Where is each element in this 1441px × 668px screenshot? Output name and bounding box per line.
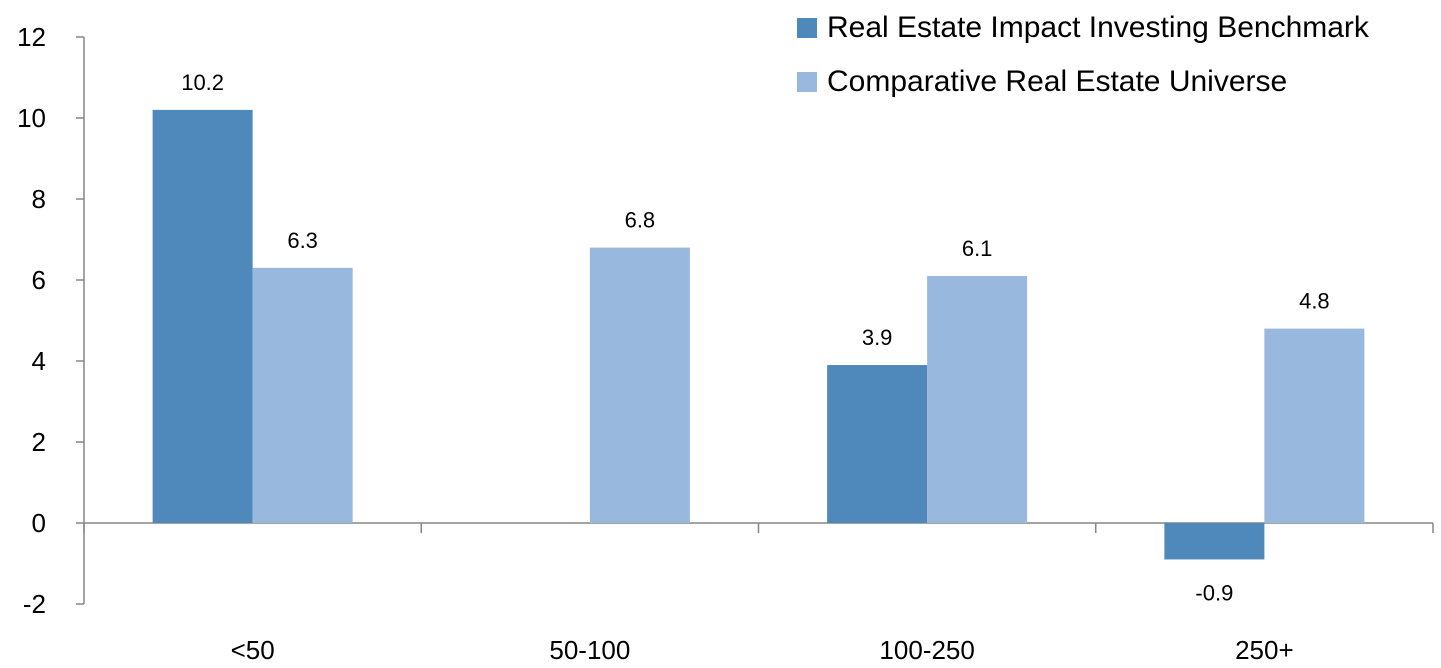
- bar: [152, 109, 253, 524]
- legend-swatch-benchmark: [797, 18, 817, 38]
- legend-label-universe: Comparative Real Estate Universe: [827, 65, 1288, 98]
- bar: [252, 267, 353, 523]
- x-tick-label: 100-250: [879, 635, 974, 665]
- bar: [927, 275, 1028, 523]
- data-label: 6.3: [287, 228, 318, 253]
- x-tick-label: <50: [231, 635, 275, 665]
- bar: [1164, 523, 1265, 560]
- x-tick-label: 50-100: [549, 635, 630, 665]
- y-tick-label: 4: [32, 346, 46, 376]
- data-label: 6.1: [962, 236, 993, 261]
- data-label: 4.8: [1299, 289, 1330, 314]
- y-tick-label: 0: [32, 508, 46, 538]
- bars: [152, 109, 1365, 560]
- data-label: 3.9: [862, 325, 893, 350]
- data-labels: 10.2 3.9 -0.9 6.3 6.8 6.1 4.8: [181, 70, 1329, 606]
- y-tick-label: 10: [17, 103, 46, 133]
- y-tick-label: 2: [32, 427, 46, 457]
- legend-item-universe: Comparative Real Estate Universe: [797, 64, 1369, 100]
- legend-item-benchmark: Real Estate Impact Investing Benchmark: [797, 10, 1369, 46]
- y-tick-label: 6: [32, 265, 46, 295]
- y-tick-label: 12: [17, 22, 46, 52]
- data-label: -0.9: [1195, 580, 1233, 605]
- legend-swatch-universe: [797, 72, 817, 92]
- bar: [589, 247, 690, 523]
- y-tick-label: -2: [23, 589, 46, 619]
- data-label: 10.2: [181, 70, 224, 95]
- bar: [827, 365, 928, 523]
- axes: -2 0 2 4 6 8 10 12 <50 50-100 100-250 250+: [17, 22, 1434, 665]
- data-label: 6.8: [625, 208, 656, 233]
- x-tick-label: 250+: [1235, 635, 1294, 665]
- legend: Real Estate Impact Investing Benchmark C…: [797, 10, 1369, 118]
- legend-label-benchmark: Real Estate Impact Investing Benchmark: [827, 11, 1369, 44]
- y-tick-label: 8: [32, 184, 46, 214]
- bar: [1264, 328, 1365, 523]
